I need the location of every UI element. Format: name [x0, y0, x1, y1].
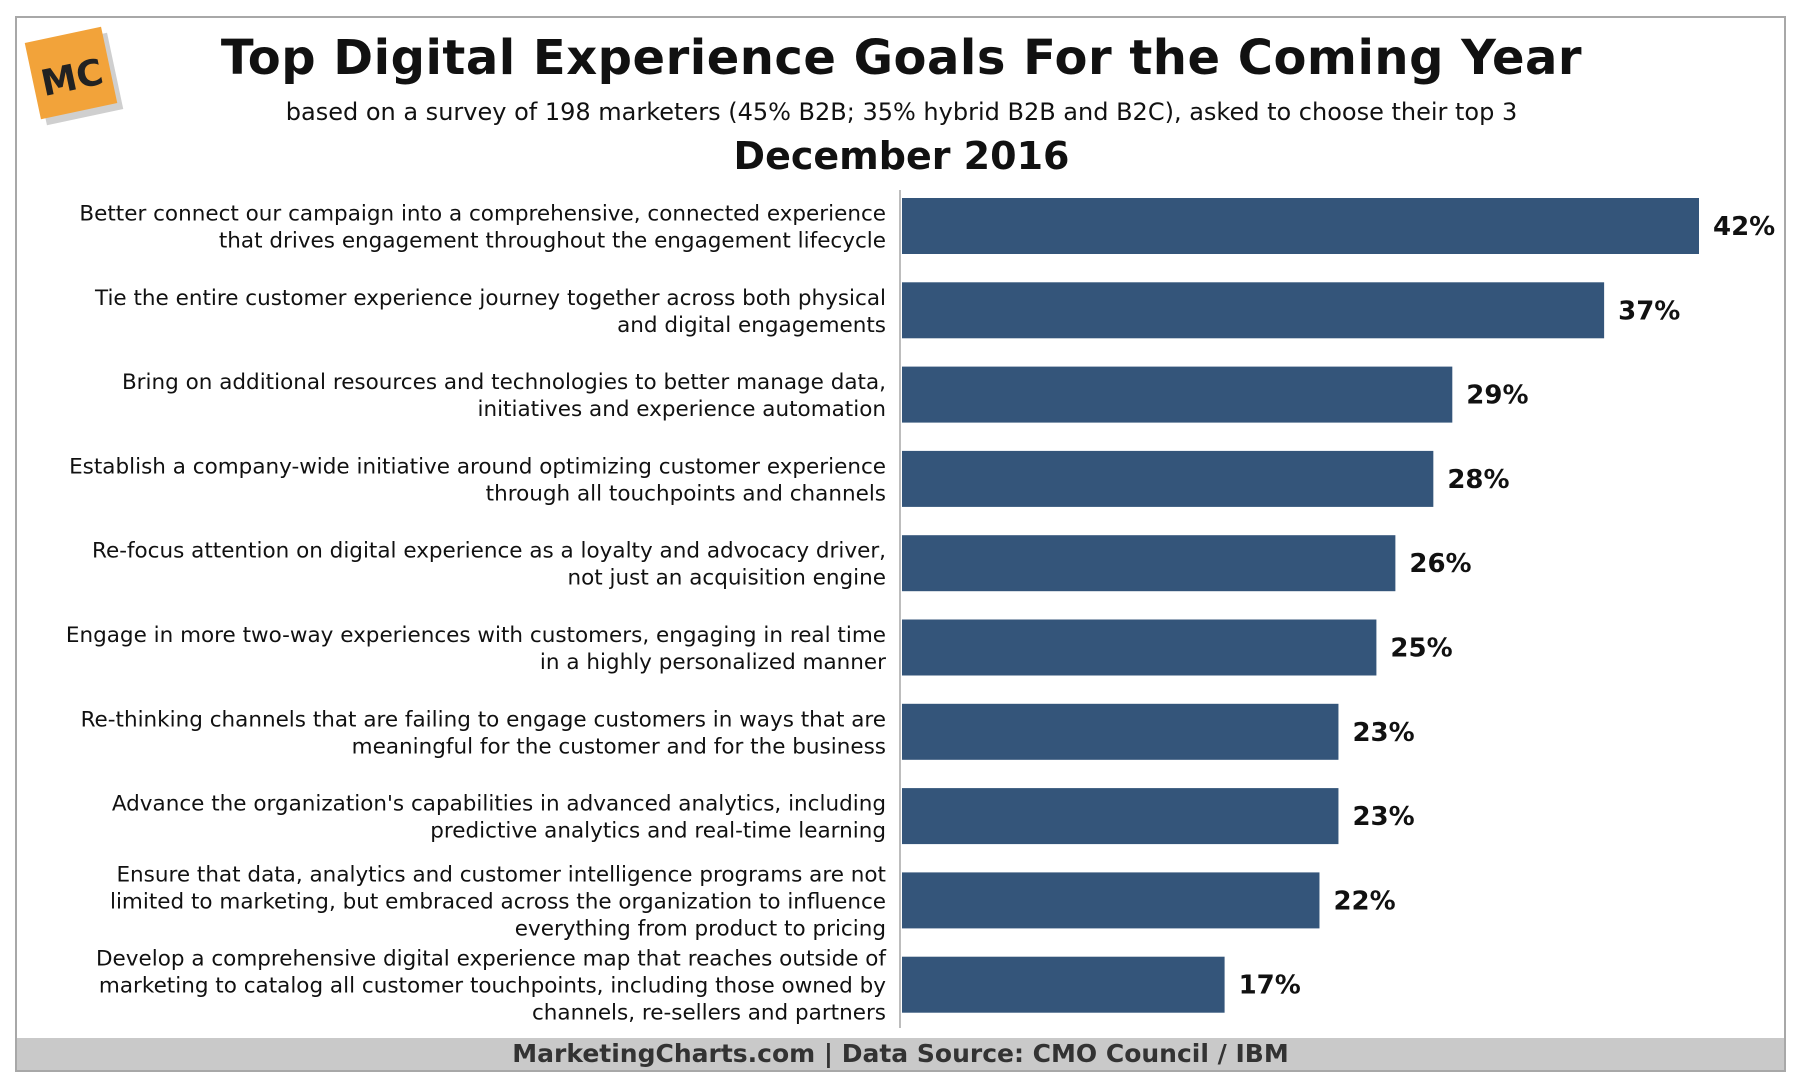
value-label-8: 22% — [1333, 886, 1395, 916]
bar-9 — [902, 956, 1225, 1013]
category-label-6-line-0: Re-thinking channels that are failing to… — [81, 707, 886, 732]
value-label-1: 37% — [1618, 296, 1680, 326]
bar-6 — [902, 703, 1339, 760]
bar-4 — [902, 535, 1396, 592]
category-label-2-line-0: Bring on additional resources and techno… — [122, 370, 886, 395]
category-label-8-line-0: Ensure that data, analytics and customer… — [116, 862, 886, 887]
value-label-5: 25% — [1390, 634, 1452, 664]
category-label-4-line-1: not just an acquisition engine — [567, 566, 886, 591]
category-label-7-line-0: Advance the organization's capabilities … — [112, 792, 886, 817]
value-label-0: 42% — [1713, 212, 1775, 242]
category-label-7: Advance the organization's capabilities … — [112, 792, 886, 844]
category-label-5-line-1: in a highly personalized manner — [540, 650, 886, 675]
bar-8 — [902, 872, 1320, 929]
category-label-1-line-1: and digital engagements — [617, 313, 886, 338]
category-label-0-line-1: that drives engagement throughout the en… — [219, 229, 886, 254]
category-label-3-line-1: through all touchpoints and channels — [486, 481, 886, 506]
bar-5 — [902, 619, 1377, 676]
bar-2 — [902, 366, 1453, 423]
bar-3 — [902, 450, 1434, 507]
category-label-0: Better connect our campaign into a compr… — [79, 202, 886, 254]
value-label-4: 26% — [1409, 549, 1471, 579]
category-label-0-line-0: Better connect our campaign into a compr… — [79, 202, 886, 227]
category-label-2-line-1: initiatives and experience automation — [477, 397, 886, 422]
value-label-3: 28% — [1447, 465, 1509, 495]
source-footer: MarketingCharts.com | Data Source: CMO C… — [17, 1038, 1784, 1070]
category-label-5-line-0: Engage in more two-way experiences with … — [66, 623, 886, 648]
category-label-6: Re-thinking channels that are failing to… — [81, 707, 886, 759]
category-label-9-line-2: channels, re-sellers and partners — [532, 1001, 886, 1026]
logo-square — [24, 26, 118, 120]
category-label-6-line-1: meaningful for the customer and for the … — [352, 734, 886, 759]
bar-7 — [902, 788, 1339, 845]
value-label-6: 23% — [1352, 718, 1414, 748]
category-label-8-line-1: limited to marketing, but embraced acros… — [110, 889, 886, 914]
value-label-9: 17% — [1239, 971, 1301, 1001]
category-label-9-line-0: Develop a comprehensive digital experien… — [96, 947, 886, 972]
category-label-9: Develop a comprehensive digital experien… — [96, 947, 886, 1026]
chart-period: December 2016 — [733, 134, 1070, 178]
category-label-1: Tie the entire customer experience journ… — [94, 286, 886, 338]
bar-0 — [902, 198, 1699, 254]
category-label-7-line-1: predictive analytics and real-time learn… — [430, 819, 886, 844]
bar-1 — [902, 282, 1605, 339]
category-label-3-line-0: Establish a company-wide initiative arou… — [69, 454, 886, 479]
category-label-3: Establish a company-wide initiative arou… — [69, 454, 886, 506]
category-label-9-line-1: marketing to catalog all customer touchp… — [99, 974, 886, 999]
chart-title: Top Digital Experience Goals For the Com… — [220, 30, 1583, 86]
chart-subtitle: based on a survey of 198 marketers (45% … — [285, 98, 1518, 126]
category-label-4: Re-focus attention on digital experience… — [92, 539, 886, 591]
category-label-2: Bring on additional resources and techno… — [122, 370, 886, 422]
value-label-2: 29% — [1466, 381, 1528, 411]
category-label-8-line-2: everything from product to pricing — [515, 916, 886, 941]
value-label-7: 23% — [1352, 802, 1414, 832]
mc-logo: MC — [24, 26, 124, 126]
category-label-4-line-0: Re-focus attention on digital experience… — [92, 539, 886, 564]
category-label-5: Engage in more two-way experiences with … — [66, 623, 886, 675]
category-label-8: Ensure that data, analytics and customer… — [110, 862, 886, 941]
category-label-1-line-0: Tie the entire customer experience journ… — [94, 286, 886, 311]
